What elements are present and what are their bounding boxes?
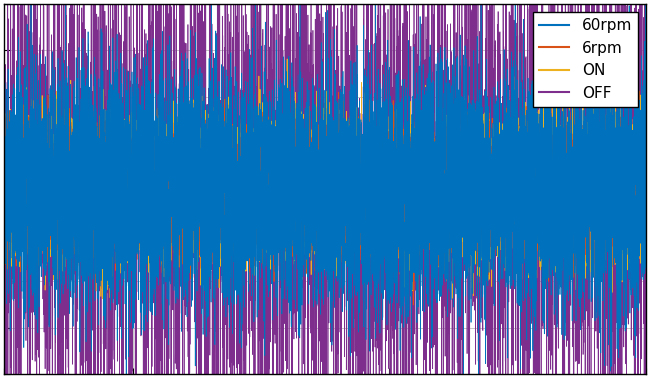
60rpm <box>117 259 125 264</box>
OFF <box>642 56 649 60</box>
ON <box>0 262 8 266</box>
60rpm <box>528 218 536 223</box>
6rpm <box>246 270 254 274</box>
60rpm <box>385 213 393 218</box>
ON <box>282 116 290 121</box>
6rpm <box>642 216 649 221</box>
Line: OFF: OFF <box>4 0 645 378</box>
Line: ON: ON <box>4 118 645 303</box>
6rpm <box>0 206 8 210</box>
6rpm <box>479 211 487 215</box>
60rpm <box>246 177 254 182</box>
Line: 60rpm: 60rpm <box>4 36 645 378</box>
OFF <box>417 179 425 183</box>
ON <box>642 195 649 200</box>
6rpm <box>410 303 417 307</box>
6rpm <box>528 213 536 218</box>
Line: 6rpm: 6rpm <box>4 122 645 305</box>
ON <box>385 212 393 216</box>
ON <box>146 301 154 305</box>
ON <box>117 161 125 165</box>
ON <box>528 178 536 183</box>
60rpm <box>0 184 8 188</box>
6rpm <box>117 195 125 199</box>
ON <box>479 234 487 239</box>
OFF <box>385 244 393 249</box>
OFF <box>117 215 125 220</box>
OFF <box>528 236 536 241</box>
60rpm <box>417 210 425 214</box>
6rpm <box>418 238 426 242</box>
ON <box>418 212 426 217</box>
60rpm <box>213 33 220 38</box>
ON <box>246 206 254 210</box>
OFF <box>246 260 254 265</box>
6rpm <box>322 120 330 125</box>
6rpm <box>385 232 393 237</box>
OFF <box>0 183 8 188</box>
60rpm <box>479 181 487 185</box>
60rpm <box>642 257 649 262</box>
OFF <box>479 328 487 333</box>
Legend: 60rpm, 6rpm, ON, OFF: 60rpm, 6rpm, ON, OFF <box>533 12 638 107</box>
